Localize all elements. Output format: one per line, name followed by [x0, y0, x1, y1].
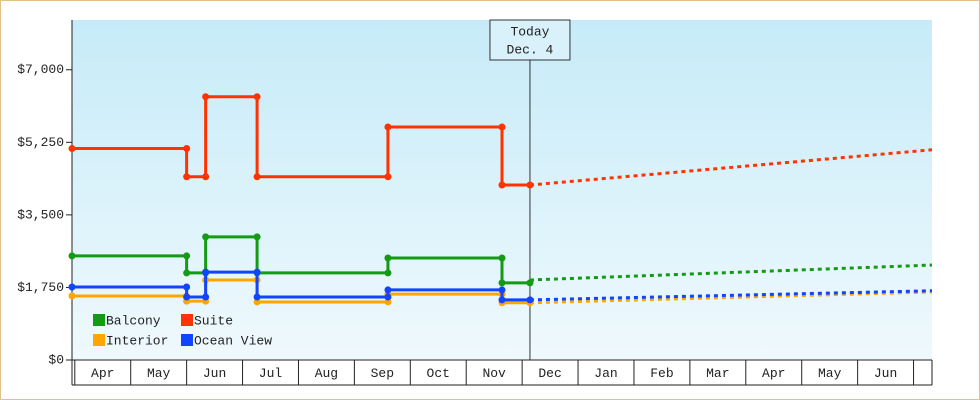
legend-swatch [181, 314, 193, 326]
price-point [183, 269, 191, 277]
price-point [68, 145, 76, 153]
price-point [498, 279, 506, 287]
price-point [253, 93, 261, 101]
legend-swatch [93, 334, 105, 346]
x-tick-label: Mar [706, 366, 729, 381]
price-point [253, 268, 261, 276]
x-tick-label: Jun [874, 366, 897, 381]
plot-area [72, 20, 932, 360]
x-tick-label: Jul [259, 366, 283, 381]
forecast-line [529, 289, 933, 302]
price-point [202, 268, 210, 276]
y-tick-label: $7,000 [17, 62, 64, 77]
x-tick-label: Oct [427, 366, 450, 381]
legend-label: Suite [194, 313, 233, 328]
price-point [384, 269, 392, 277]
y-tick-label: $1,750 [17, 280, 64, 295]
price-point [68, 252, 76, 260]
legend-swatch [181, 334, 193, 346]
x-tick-label: Aug [315, 366, 338, 381]
price-point [202, 173, 210, 181]
x-tick-label: Apr [762, 366, 785, 381]
x-tick-label: Nov [482, 366, 506, 381]
x-tick-label: Jan [594, 366, 617, 381]
price-point [183, 252, 191, 260]
price-point [183, 293, 191, 301]
legend-swatch [93, 314, 105, 326]
price-point [498, 286, 506, 294]
x-tick-label: May [818, 366, 842, 381]
forecast-line [529, 148, 933, 187]
price-point [183, 145, 191, 153]
price-point [384, 173, 392, 181]
price-point [384, 123, 392, 131]
legend-label: Balcony [106, 313, 161, 328]
price-point [183, 283, 191, 291]
price-point [498, 254, 506, 262]
price-point [253, 293, 261, 301]
price-point [384, 286, 392, 294]
price-point [253, 233, 261, 241]
x-tick-label: May [147, 366, 171, 381]
price-point [384, 254, 392, 262]
forecast-line [529, 290, 933, 305]
price-point [183, 173, 191, 181]
y-tick-label: $0 [48, 352, 64, 367]
x-tick-label: Dec [538, 366, 561, 381]
today-label: Today [510, 24, 549, 39]
today-box [489, 19, 571, 61]
y-tick-label: $5,250 [17, 135, 64, 150]
price-line [72, 95, 530, 187]
price-point [498, 181, 506, 189]
forecast-line [529, 263, 933, 282]
x-tick-label: Feb [650, 366, 673, 381]
price-point [384, 293, 392, 301]
legend-label: Interior [106, 333, 168, 348]
price-point [498, 296, 506, 304]
x-tick-label: Jun [203, 366, 226, 381]
price-point [498, 123, 506, 131]
price-point [202, 293, 210, 301]
x-tick-label: Sep [371, 366, 394, 381]
price-point [384, 298, 392, 306]
price-point [253, 298, 261, 306]
legend-label: Ocean View [194, 333, 272, 348]
price-point [253, 173, 261, 181]
x-tick-label: Apr [91, 366, 114, 381]
price-point [202, 233, 210, 241]
price-point [68, 292, 76, 300]
y-tick-label: $3,500 [17, 207, 64, 222]
price-point [68, 283, 76, 291]
today-label: Dec. 4 [507, 42, 554, 57]
price-point [202, 93, 210, 101]
